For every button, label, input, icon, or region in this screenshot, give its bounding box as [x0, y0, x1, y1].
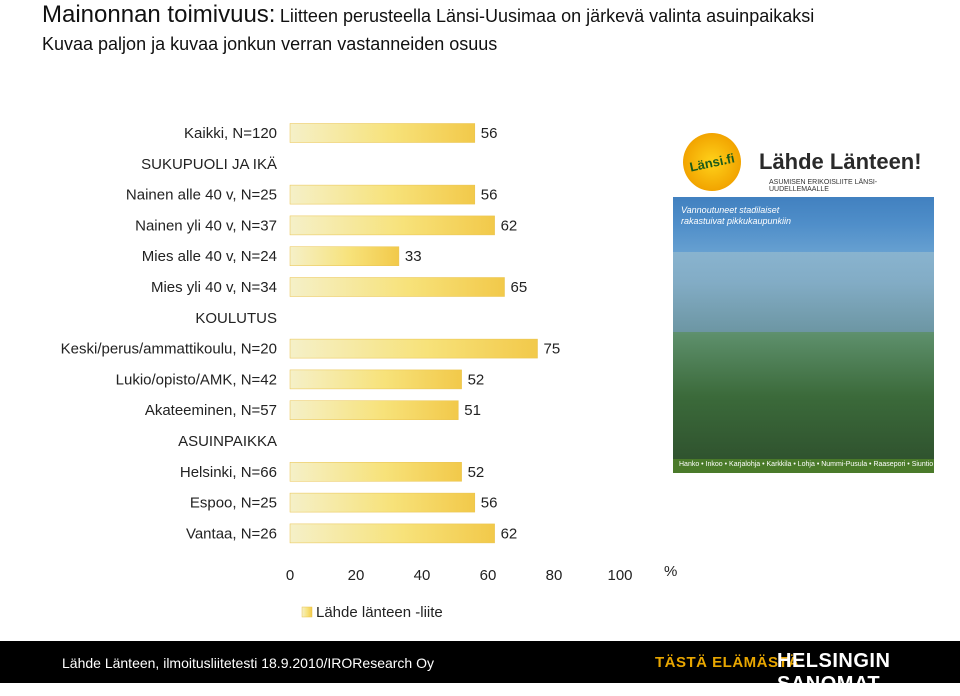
title-sub: Liitteen perusteella Länsi-Uusimaa on jä…	[279, 6, 815, 26]
bar	[289, 215, 495, 236]
chart-title: Mainonnan toimivuus: Liitteen perusteell…	[42, 2, 942, 31]
supplement-cover-image: Länsi.fi Lähde Länteen! ASUMISEN ERIKOIS…	[673, 127, 934, 473]
bar	[289, 184, 476, 205]
value-label: 56	[481, 187, 498, 204]
bar	[289, 523, 495, 544]
group-heading: SUKUPUOLI JA IKÄ	[141, 156, 277, 173]
helsingin-sanomat-logo: HELSINGIN SANOMAT	[777, 650, 891, 695]
group-heading: KOULUTUS	[195, 310, 277, 327]
x-tick-label: 60	[480, 567, 497, 584]
x-tick-label: 20	[348, 567, 365, 584]
value-label: 62	[501, 217, 518, 234]
value-label: 51	[464, 402, 481, 419]
x-tick-label: 40	[414, 567, 431, 584]
cover-tagline: ASUMISEN ERIKOISLIITE LÄNSI-UUDELLEMAALL…	[769, 179, 878, 193]
x-axis: 0 20 40 60 80 100	[286, 567, 633, 584]
value-label: 33	[405, 248, 422, 265]
cover-headline: Vannoutuneet stadilaiset rakastuivat pik…	[681, 205, 792, 226]
category-label: Mies yli 40 v, N=34	[151, 279, 277, 296]
footer-bar: Lähde Länteen, ilmoitusliitetesti 18.9.2…	[0, 641, 960, 695]
x-tick-label: 0	[286, 567, 294, 584]
unit-label: %	[664, 563, 677, 580]
bar-chart: Kaikki, N=120 SUKUPUOLI JA IKÄ Nainen alle…	[61, 123, 677, 621]
category-label: Kaikki, N=120	[184, 125, 277, 142]
value-label: 56	[481, 125, 498, 142]
title-main: Mainonnan toimivuus:	[42, 1, 276, 28]
category-label: Lukio/opisto/AMK, N=42	[116, 371, 277, 388]
value-label: 52	[468, 464, 485, 481]
bar	[289, 277, 505, 297]
footer-slogan: TÄSTÄ ELÄMÄSTÄ.	[655, 654, 805, 671]
legend-swatch	[301, 606, 313, 618]
value-label: 52	[468, 371, 485, 388]
cover-photo	[673, 252, 934, 332]
value-label: 65	[511, 279, 528, 296]
cover-heading: Lähde Länteen!	[759, 149, 922, 174]
category-label: Nainen yli 40 v, N=37	[135, 217, 277, 234]
bar	[289, 462, 462, 482]
cover-strip-text: Hanko • Inkoo • Karjalohja • Karkkila • …	[679, 461, 934, 468]
bar	[289, 369, 462, 390]
category-label: Helsinki, N=66	[180, 464, 277, 481]
bar	[289, 492, 476, 513]
x-tick-label: 80	[546, 567, 563, 584]
bar	[289, 338, 538, 359]
cover-strip: Hanko • Inkoo • Karjalohja • Karkkila • …	[673, 459, 934, 473]
bar	[289, 400, 459, 420]
category-label: Nainen alle 40 v, N=25	[126, 187, 277, 204]
value-label: 62	[501, 525, 518, 542]
group-heading: ASUINPAIKKA	[178, 433, 277, 450]
bars	[289, 123, 538, 544]
category-label: Espoo, N=25	[190, 495, 277, 512]
chart-subtitle: Kuvaa paljon ja kuvaa jonkun verran vast…	[42, 34, 498, 54]
bar	[289, 123, 476, 143]
category-labels: Kaikki, N=120 SUKUPUOLI JA IKÄ Nainen alle…	[61, 125, 277, 542]
bar	[289, 246, 400, 266]
legend: Lähde länteen -liite	[301, 604, 443, 621]
footer-source: Lähde Länteen, ilmoitusliitetesti 18.9.2…	[62, 655, 434, 671]
category-label: Keski/perus/ammattikoulu, N=20	[61, 341, 277, 358]
value-label: 75	[544, 341, 561, 358]
category-label: Akateeminen, N=57	[145, 402, 277, 419]
value-label: 56	[481, 495, 498, 512]
category-label: Mies alle 40 v, N=24	[142, 248, 277, 265]
x-tick-label: 100	[607, 567, 632, 584]
legend-label: Lähde länteen -liite	[316, 604, 443, 621]
category-label: Vantaa, N=26	[186, 525, 277, 542]
